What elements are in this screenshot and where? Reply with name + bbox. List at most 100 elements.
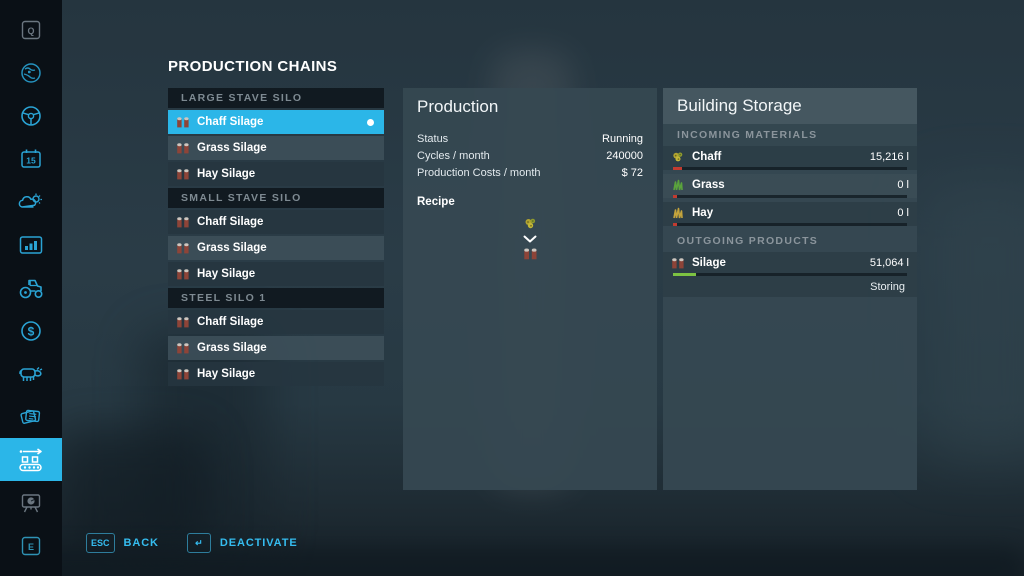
sidebar-item-map[interactable] (0, 51, 62, 94)
grass-icon (673, 179, 683, 190)
row-label: Status (417, 132, 449, 145)
silo-icon (177, 169, 189, 180)
svg-text:Q: Q (27, 26, 34, 36)
storage-row-grass: Grass 0 l (663, 174, 917, 198)
building-storage-panel: Building Storage INCOMING MATERIALS Chaf… (663, 88, 917, 490)
page-title: PRODUCTION CHAINS (168, 58, 338, 75)
storage-panel-header: Building Storage (663, 88, 917, 124)
production-panel-title: Production (417, 97, 499, 116)
cow-icon (19, 366, 43, 381)
chain-item-label: Chaff Silage (197, 316, 264, 328)
incoming-materials-header: INCOMING MATERIALS (677, 129, 818, 141)
row-value: Running (602, 132, 643, 145)
chain-item-grass-silage[interactable]: Grass Silage (168, 336, 384, 360)
chaff-icon (673, 152, 683, 161)
chain-item-label: Hay Silage (197, 268, 256, 280)
back-button-label: BACK (123, 537, 159, 549)
chain-item-label: Grass Silage (197, 142, 267, 154)
silo-icon (177, 117, 189, 128)
e-key-icon: E (21, 536, 41, 555)
back-button[interactable]: ESC BACK (86, 533, 159, 553)
row-value: 240000 (606, 149, 643, 162)
chain-item-label: Hay Silage (197, 168, 256, 180)
sidebar-item-help-key[interactable]: Q (0, 8, 62, 51)
outgoing-products-header: OUTGOING PRODUCTS (677, 235, 819, 247)
material-amount: 15,216 l (869, 150, 909, 163)
silo-icon (177, 269, 189, 280)
chain-item-hay-silage[interactable]: Hay Silage (168, 362, 384, 386)
chain-item-chaff-silage[interactable]: Chaff Silage (168, 210, 384, 234)
svg-text:15: 15 (26, 155, 36, 165)
background-blur-right (925, 180, 1024, 460)
chain-section-header: STEEL SILO 1 (168, 288, 384, 308)
recipe-flow (403, 216, 657, 260)
deactivate-button-label: DEACTIVATE (219, 537, 298, 549)
row-value: $ 72 (621, 166, 643, 179)
silo-icon (177, 369, 189, 380)
hay-icon (673, 207, 683, 218)
chain-item-label: Chaff Silage (197, 116, 264, 128)
production-info-rows: Status Running Cycles / month 240000 Pro… (417, 130, 643, 181)
chain-item-label: Grass Silage (197, 242, 267, 254)
chain-item-grass-silage[interactable]: Grass Silage (168, 236, 384, 260)
product-status: Storing (870, 281, 905, 293)
silo-silage-icon (523, 248, 536, 260)
chain-item-hay-silage[interactable]: Hay Silage (168, 162, 384, 186)
production-panel: Production Status Running Cycles / month… (403, 88, 657, 490)
fill-level-bar (673, 273, 907, 276)
storage-row-chaff: Chaff 15,216 l (663, 146, 917, 170)
storage-row-silage: Silage 51,064 l Storing (663, 252, 917, 297)
silo-icon (177, 317, 189, 328)
production-row-status: Status Running (417, 130, 643, 147)
row-label: Cycles / month (417, 149, 490, 162)
bottom-action-bar: ESC BACK ↵ DEACTIVATE (86, 533, 298, 553)
sidebar-item-garage[interactable] (0, 266, 62, 309)
chain-item-label: Grass Silage (197, 342, 267, 354)
sidebar-item-vehicles[interactable] (0, 94, 62, 137)
product-amount: 51,064 l (869, 256, 909, 269)
map-globe-icon (21, 62, 41, 83)
chain-item-chaff-silage[interactable]: Chaff Silage (168, 110, 384, 134)
chaff-icon (525, 218, 535, 229)
presentation-board-icon (21, 493, 41, 512)
enter-key-icon: ↵ (186, 533, 211, 553)
svg-text:$: $ (28, 324, 35, 338)
sidebar-item-contracts[interactable] (0, 395, 62, 438)
menu-sidebar: Q 15 (0, 0, 62, 576)
chain-item-grass-silage[interactable]: Grass Silage (168, 136, 384, 160)
statistics-icon (19, 235, 43, 254)
weather-icon (18, 193, 42, 208)
chain-section-header: LARGE STAVE SILO (168, 88, 384, 108)
chain-item-hay-silage[interactable]: Hay Silage (168, 262, 384, 286)
deactivate-button[interactable]: ↵ DEACTIVATE (186, 533, 298, 553)
fill-level-bar (673, 167, 907, 170)
material-name: Chaff (692, 150, 722, 163)
material-amount: 0 l (897, 178, 909, 191)
storage-panel-title: Building Storage (677, 96, 802, 115)
production-chain-list: LARGE STAVE SILO Chaff Silage Grass Sila… (168, 88, 384, 388)
chain-item-label: Hay Silage (197, 368, 256, 380)
sidebar-item-statistics[interactable] (0, 223, 62, 266)
production-row-costs: Production Costs / month $ 72 (417, 164, 643, 181)
silo-icon (177, 143, 189, 154)
silo-icon (177, 217, 189, 228)
sidebar-item-presentation[interactable] (0, 481, 62, 524)
svg-text:E: E (28, 542, 34, 552)
sidebar-item-action-key[interactable]: E (0, 524, 62, 567)
recipe-label: Recipe (417, 196, 455, 208)
sidebar-item-weather[interactable] (0, 180, 62, 223)
sidebar-item-animals[interactable] (0, 352, 62, 395)
calendar-icon: 15 (21, 149, 41, 168)
sidebar-item-calendar[interactable]: 15 (0, 137, 62, 180)
fill-level-bar (673, 195, 907, 198)
silo-silage-icon (672, 257, 684, 268)
contracts-icon (20, 409, 41, 424)
q-key-icon: Q (21, 20, 41, 39)
sidebar-item-finances[interactable]: $ (0, 309, 62, 352)
silo-icon (177, 343, 189, 354)
sidebar-item-production-chains[interactable] (0, 438, 62, 481)
esc-key-icon: ESC (86, 533, 115, 553)
chain-item-chaff-silage[interactable]: Chaff Silage (168, 310, 384, 334)
product-name: Silage (692, 256, 726, 269)
